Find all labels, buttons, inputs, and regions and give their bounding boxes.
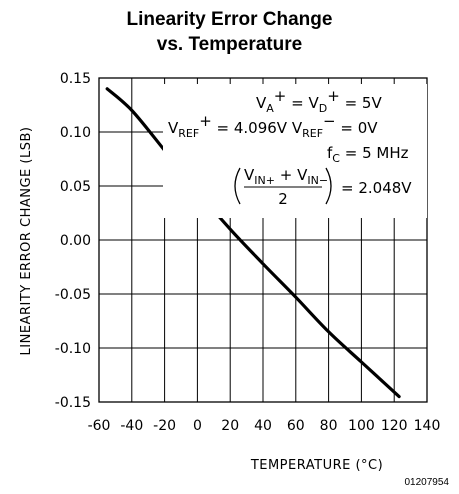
x-tick-label: 40 <box>254 418 272 434</box>
annotation-clock-frequency: fC = 5 MHz <box>327 144 409 165</box>
y-axis-label: LINEARITY ERROR CHANGE (LSB) <box>19 127 34 356</box>
x-tick-label: 140 <box>414 418 441 434</box>
y-tick-label: -0.15 <box>55 395 91 411</box>
x-axis-label: TEMPERATURE (°C) <box>250 458 383 473</box>
x-tick-label: 0 <box>193 418 202 434</box>
x-tick-label: 80 <box>320 418 338 434</box>
x-tick-label: -40 <box>120 418 143 434</box>
y-tick-label: 0.10 <box>60 125 91 141</box>
svg-text:= 2.048V: = 2.048V <box>341 179 412 197</box>
plot-frame <box>98 77 428 403</box>
y-tick-label: -0.10 <box>55 341 91 357</box>
x-tick-label: -60 <box>88 418 111 434</box>
series-line <box>105 87 401 399</box>
chart-title-line1: Linearity Error Change <box>126 9 333 30</box>
x-tick-label: 100 <box>348 418 375 434</box>
x-tick-label: 20 <box>221 418 239 434</box>
tick-labels: -60 -40 -20 0 20 40 60 80 100 120 140 0.15 0.10 0.05 0… <box>55 71 441 434</box>
chart-title-line2: vs. Temperature <box>156 34 303 55</box>
x-tick-label: 60 <box>287 418 305 434</box>
x-tick-label: -20 <box>153 418 176 434</box>
y-tick-label: 0.15 <box>60 71 91 87</box>
x-tick-label: 120 <box>381 418 408 434</box>
y-tick-label: -0.05 <box>55 287 91 303</box>
conditions-annotation: VA+ = VD+ = 5V VREF+ = 4.096V VREF− = 0V… <box>163 84 427 218</box>
figure-code: 01207954 <box>404 477 450 488</box>
y-tick-label: 0.05 <box>60 179 91 195</box>
svg-text:2: 2 <box>278 190 288 208</box>
annotation-input-common-mode: VIN+ + VIN− 2 = 2.048V <box>234 166 412 208</box>
y-tick-label: 0.00 <box>60 233 91 249</box>
